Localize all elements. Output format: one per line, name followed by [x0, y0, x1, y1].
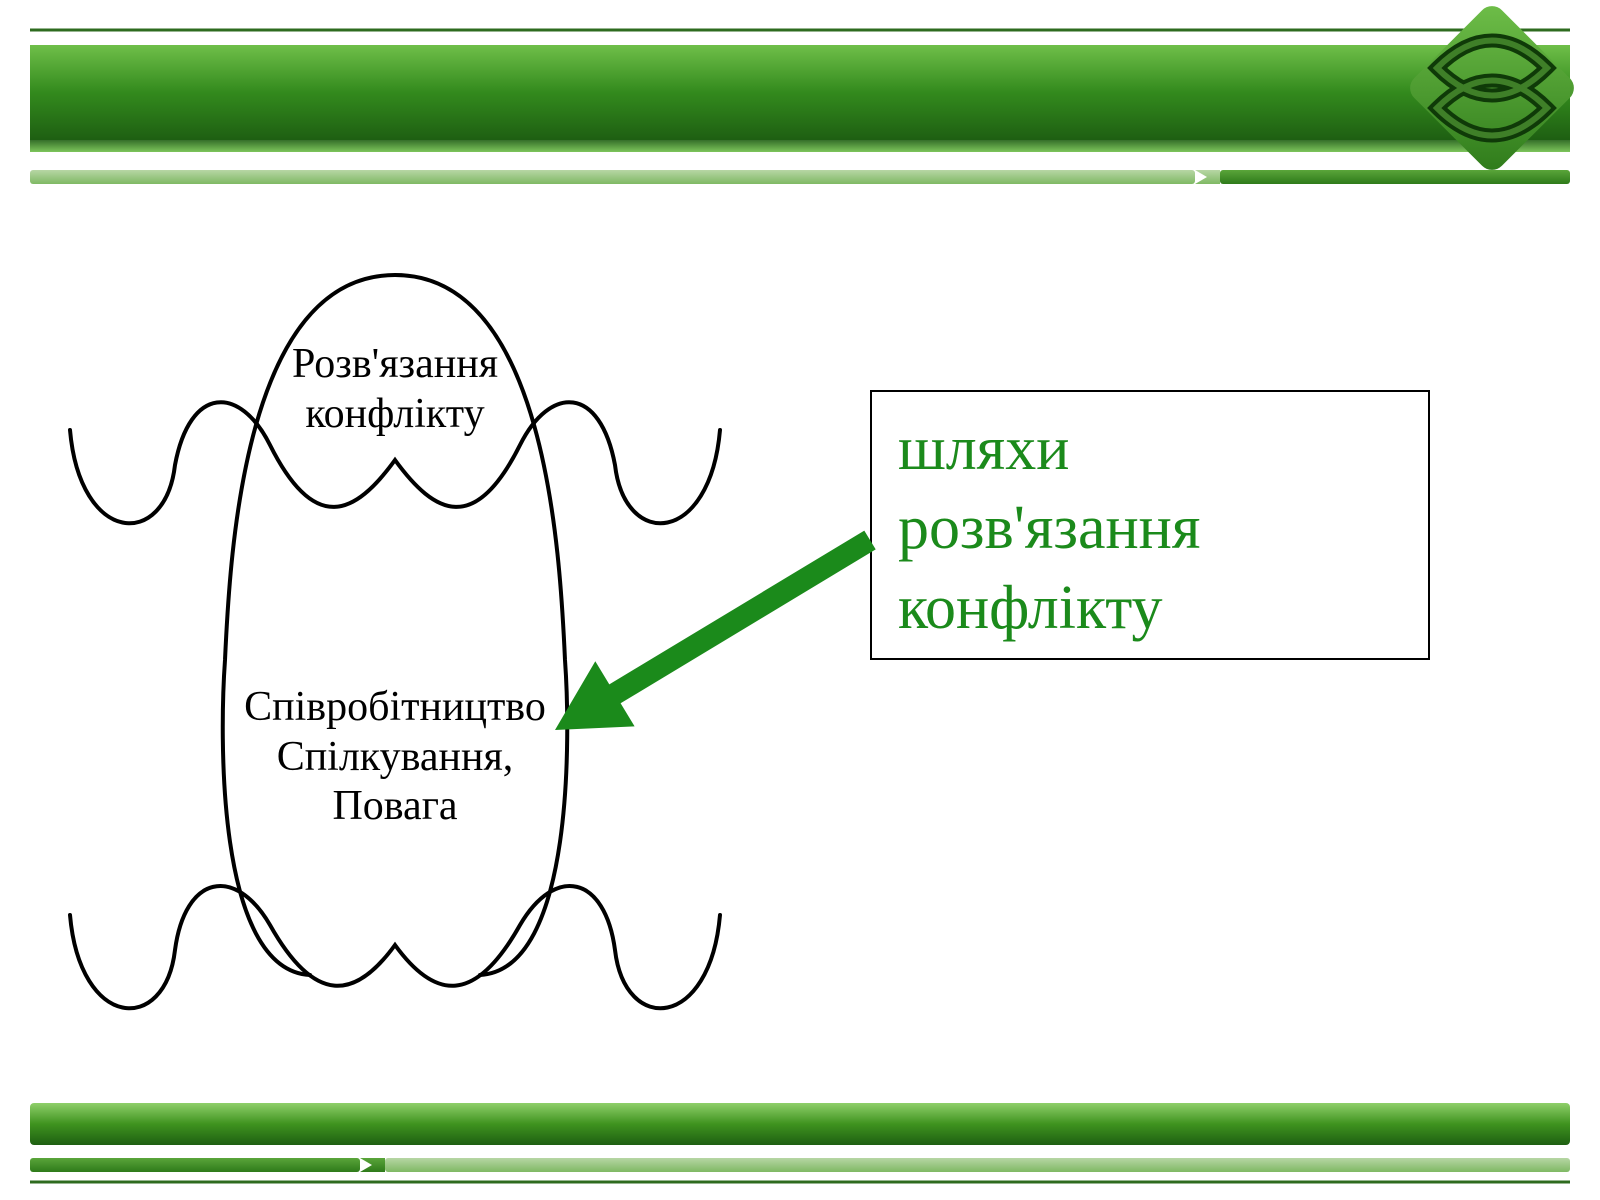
callout-ways-box: шляхи розв'язання конфлікту	[870, 390, 1430, 660]
label-cooperation-line3: Повага	[332, 783, 457, 829]
header-decor	[0, 0, 1600, 210]
knot-logo-icon	[1402, 0, 1582, 178]
footer-decor	[0, 1080, 1600, 1200]
callout-line1: шляхи	[898, 415, 1069, 483]
label-cooperation-line2: Спілкування,	[277, 734, 514, 780]
callout-line3: конфлікту	[898, 574, 1163, 642]
conflict-diagram: Розв'язання конфлікту Співробітництво Сп…	[55, 230, 735, 1060]
label-resolution-line1: Розв'язання	[292, 341, 498, 387]
callout-line2: розв'язання	[898, 494, 1200, 562]
label-resolution-line2: конфлікту	[305, 391, 484, 437]
label-cooperation-line1: Співробітництво	[244, 684, 546, 730]
slide: Розв'язання конфлікту Співробітництво Сп…	[0, 0, 1600, 1200]
label-cooperation: Співробітництво Спілкування, Повага	[170, 683, 620, 832]
label-resolution: Розв'язання конфлікту	[227, 340, 563, 439]
